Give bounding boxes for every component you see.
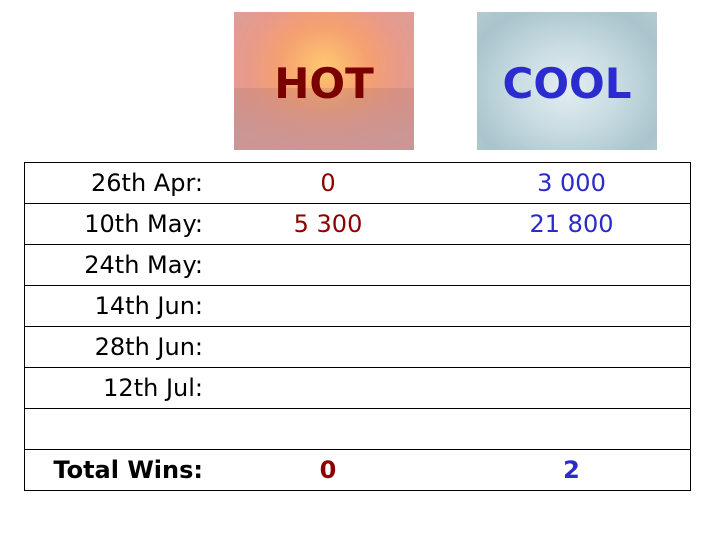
cool-value (453, 326, 691, 368)
total-row: Total Wins: 0 2 (24, 449, 691, 491)
cool-value: 3 000 (453, 162, 691, 204)
cool-value (453, 408, 691, 450)
cool-value (453, 285, 691, 327)
row-label (24, 408, 203, 450)
row-label: 10th May: (24, 203, 203, 245)
row-label: 24th May: (24, 244, 203, 286)
row-label: 28th Jun: (24, 326, 203, 368)
cool-value (453, 367, 691, 409)
table-row: 26th Apr: 0 3 000 (24, 162, 691, 204)
table-row: 14th Jun: (24, 285, 691, 327)
table-row: 24th May: (24, 244, 691, 286)
row-label: 26th Apr: (24, 162, 203, 204)
table-row: 12th Jul: (24, 367, 691, 409)
cool-value (453, 244, 691, 286)
hot-value (203, 244, 453, 286)
cool-banner-image: COOL (477, 12, 657, 150)
row-label: 12th Jul: (24, 367, 203, 409)
hot-value: 5 300 (203, 203, 453, 245)
row-label: Total Wins: (24, 449, 203, 491)
table-row: 28th Jun: (24, 326, 691, 368)
table-row (24, 408, 691, 450)
hot-value (203, 408, 453, 450)
cool-value: 2 (453, 449, 691, 491)
hot-value (203, 285, 453, 327)
hot-value (203, 326, 453, 368)
hot-value: 0 (203, 449, 453, 491)
scores-table: 26th Apr: 0 3 000 10th May: 5 300 21 800 24th … (24, 162, 691, 491)
hot-value: 0 (203, 162, 453, 204)
hot-value (203, 367, 453, 409)
hot-banner-image: HOT (234, 12, 414, 150)
cool-value: 21 800 (453, 203, 691, 245)
cool-header: COOL (502, 58, 632, 108)
table-row: 10th May: 5 300 21 800 (24, 203, 691, 245)
row-label: 14th Jun: (24, 285, 203, 327)
hot-header: HOT (274, 58, 374, 108)
